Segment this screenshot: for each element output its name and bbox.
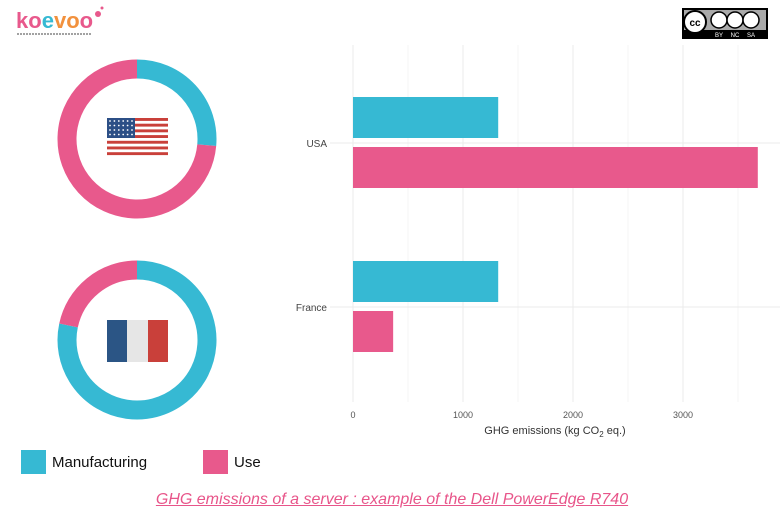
svg-text:SA: SA [747,33,755,39]
bar-use-france [353,311,394,352]
donut-slice-manufacturing [136,59,217,146]
svg-text:BY: BY [715,33,723,39]
bar-manufacturing-usa [353,97,499,138]
x-tick-label: 0 [350,410,355,420]
donut-slice-use [57,59,217,219]
bar-manufacturing-france [353,261,499,302]
donut-slice-manufacturing [57,260,217,420]
x-tick-label: 2000 [563,410,583,420]
x-tick-label: 1000 [453,410,473,420]
svg-text:NC: NC [731,33,740,39]
svg-text:koevoo: koevoo [16,8,93,33]
legend-swatch [203,450,228,474]
svg-text:cc: cc [689,18,701,29]
koevoo-logo: koevoo [16,6,104,35]
category-label: France [296,303,328,314]
donut-slice-use [59,260,138,328]
legend-manufacturing: Manufacturing [21,450,147,474]
caption: GHG emissions of a server : example of t… [155,491,629,508]
category-label: USA [306,139,327,150]
legend-label: Manufacturing [52,453,148,471]
legend-swatch [21,450,46,474]
bar-use-usa [353,147,758,188]
x-axis-label: GHG emissions (kg CO2 eq.) [484,425,625,439]
legend-use: Use [203,450,261,474]
usa-flag-icon [107,118,168,156]
france-flag-icon [107,320,168,362]
cc-license-badge: cc BY NC SA [682,8,768,39]
legend-label: Use [234,453,261,471]
x-tick-label: 3000 [673,410,693,420]
